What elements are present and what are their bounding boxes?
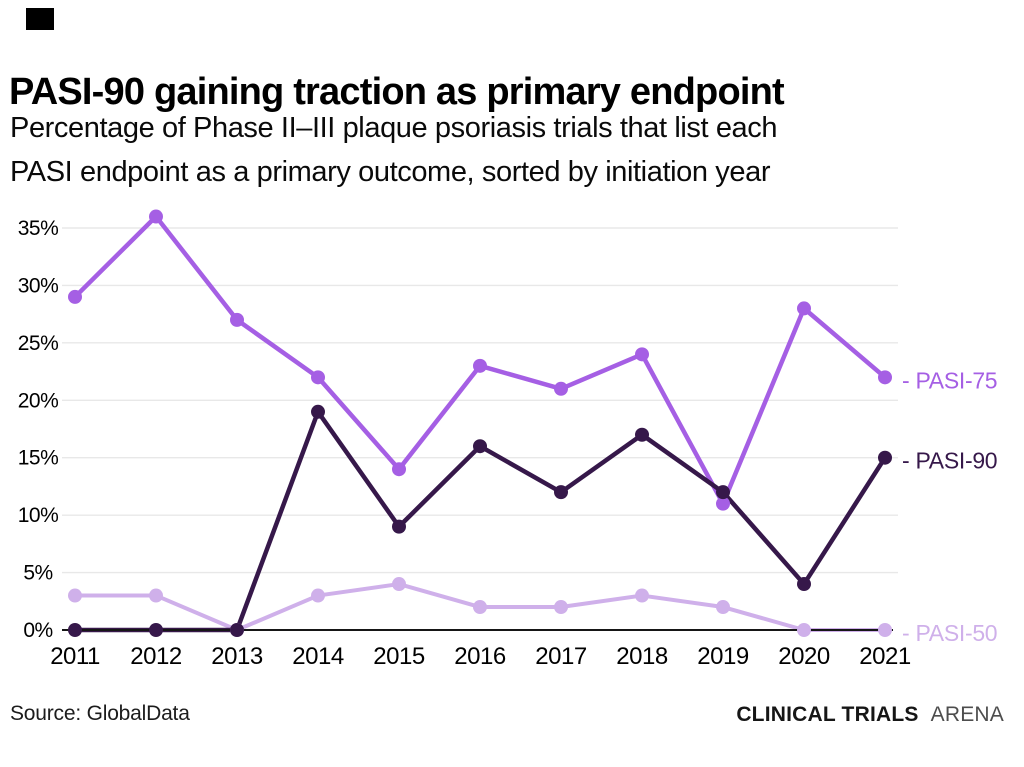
x-tick-label: 2012 [130, 643, 182, 670]
x-tick-label: 2017 [535, 643, 587, 670]
x-tick-label: 2015 [373, 643, 425, 670]
data-point-pasi-75 [716, 496, 730, 511]
x-tick-label: 2013 [211, 643, 263, 670]
data-point-pasi-90 [230, 623, 244, 637]
data-point-pasi-75 [473, 358, 487, 373]
data-point-pasi-90 [68, 623, 82, 637]
data-point-pasi-50 [311, 588, 325, 603]
data-point-pasi-90 [311, 404, 325, 419]
x-tick-label: 2021 [859, 643, 911, 670]
data-point-pasi-90 [797, 577, 811, 592]
chart-subtitle: Percentage of Phase II–III plaque psoria… [10, 106, 1010, 194]
series-label-pasi-50: - PASI-50 [902, 620, 997, 646]
x-tick-label: 2016 [454, 643, 506, 670]
data-point-pasi-75 [68, 289, 82, 304]
data-point-pasi-90 [635, 427, 649, 442]
series-label-pasi-90: - PASI-90 [902, 448, 997, 474]
chart-subtitle-line1: Percentage of Phase II–III plaque psoria… [10, 112, 778, 144]
data-point-pasi-90 [716, 485, 730, 500]
chart-title: PASI-90 gaining traction as primary endp… [9, 71, 785, 114]
data-point-pasi-50 [554, 600, 568, 615]
data-point-pasi-50 [878, 623, 892, 637]
y-tick-label: 10% [18, 504, 59, 527]
data-point-pasi-50 [392, 577, 406, 592]
y-tick-label: 15% [18, 447, 59, 470]
x-tick-label: 2020 [778, 643, 830, 670]
y-tick-label: 35% [18, 217, 59, 240]
data-point-pasi-90 [149, 623, 163, 637]
data-point-pasi-90 [878, 450, 892, 465]
data-point-pasi-75 [149, 209, 163, 224]
data-point-pasi-50 [635, 588, 649, 603]
data-point-pasi-50 [68, 588, 82, 603]
data-point-pasi-75 [635, 347, 649, 362]
brand-bold-text: CLINICAL TRIALS [736, 703, 919, 726]
x-tick-label: 2019 [697, 643, 749, 670]
y-tick-label: 20% [18, 389, 59, 412]
brand-light-text: ARENA [930, 703, 1004, 726]
x-tick-label: 2011 [50, 643, 100, 670]
data-point-pasi-90 [392, 519, 406, 534]
data-point-pasi-50 [716, 600, 730, 615]
data-point-pasi-75 [797, 301, 811, 316]
data-point-pasi-90 [554, 485, 568, 500]
brand-logo-box [26, 8, 54, 30]
data-point-pasi-75 [392, 462, 406, 477]
y-tick-label: 25% [18, 332, 59, 355]
y-tick-label: 5% [23, 562, 52, 585]
publication-brand: CLINICAL TRIALS ARENA [736, 703, 1004, 727]
data-point-pasi-75 [230, 312, 244, 327]
data-point-pasi-50 [149, 588, 163, 603]
x-tick-label: 2014 [292, 643, 344, 670]
data-point-pasi-75 [878, 370, 892, 385]
y-tick-label: 0% [23, 619, 52, 642]
data-point-pasi-50 [473, 600, 487, 615]
y-tick-label: 30% [18, 274, 59, 297]
series-label-pasi-75: - PASI-75 [902, 367, 997, 393]
chart-subtitle-line2: PASI endpoint as a primary outcome, sort… [10, 156, 771, 188]
x-tick-label: 2018 [616, 643, 668, 670]
data-point-pasi-50 [797, 623, 811, 637]
data-point-pasi-75 [554, 381, 568, 396]
source-note: Source: GlobalData [10, 702, 190, 725]
data-point-pasi-90 [473, 439, 487, 454]
data-point-pasi-75 [311, 370, 325, 385]
